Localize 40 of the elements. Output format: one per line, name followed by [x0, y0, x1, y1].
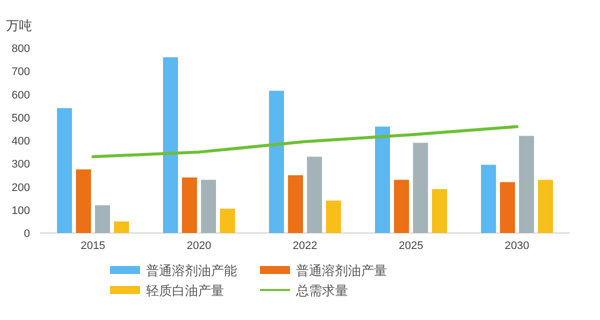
bar: [95, 205, 110, 233]
x-tick-label: 2025: [398, 240, 424, 252]
x-tick-label: 2020: [186, 240, 212, 252]
bar: [500, 182, 515, 233]
bar: [201, 180, 216, 233]
y-tick-label: 200: [12, 182, 30, 194]
y-axis-title: 万吨: [6, 18, 32, 33]
bar: [76, 169, 91, 233]
bar: [57, 108, 72, 233]
bar: [394, 180, 409, 233]
bar: [538, 180, 553, 233]
y-tick-label: 600: [12, 89, 30, 102]
bar: [413, 142, 428, 233]
bar: [481, 164, 496, 233]
legend-label: 普通溶剂油产量: [296, 263, 387, 278]
x-tick-label: 2022: [292, 240, 318, 252]
legend-label: 轻质白油产量: [146, 283, 224, 298]
y-tick-label: 500: [12, 112, 30, 124]
bar: [114, 221, 129, 233]
bar: [375, 126, 390, 233]
y-tick-label: 100: [12, 204, 30, 217]
bar: [288, 175, 303, 233]
bar: [220, 208, 235, 233]
bar: [432, 189, 447, 233]
y-tick-label: 0: [24, 228, 30, 240]
bar: [307, 156, 322, 233]
y-tick-label: 700: [12, 66, 30, 78]
y-tick-label: 800: [12, 43, 30, 55]
bar: [519, 136, 534, 233]
bar: [163, 57, 178, 233]
bar: [182, 178, 197, 233]
line-series: [92, 125, 518, 158]
y-tick-label: 400: [12, 136, 30, 148]
x-tick-label: 2030: [504, 240, 530, 252]
y-tick-label: 300: [12, 158, 30, 171]
legend-label: 普通溶剂油产能: [146, 263, 237, 278]
legend-label: 总需求量: [295, 283, 348, 298]
bar: [326, 200, 341, 233]
x-tick-label: 2015: [80, 240, 106, 252]
bar: [269, 90, 284, 233]
